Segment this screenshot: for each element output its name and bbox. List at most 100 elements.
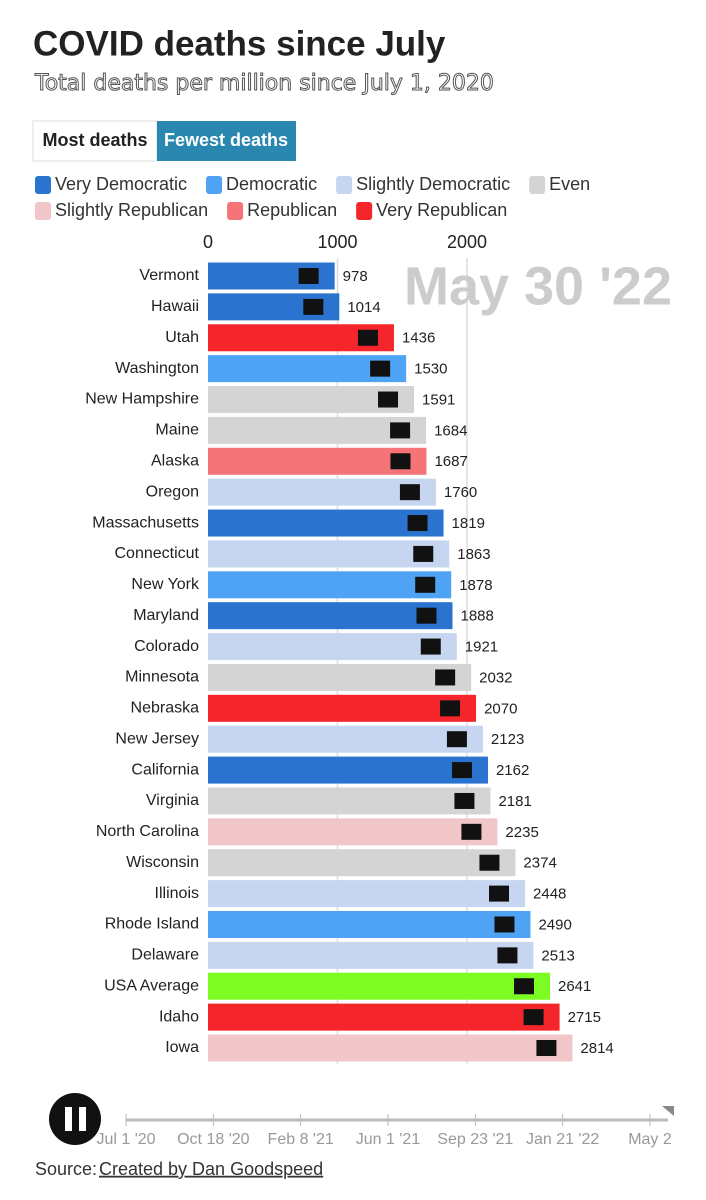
category-label: Alaska [151,452,199,469]
state-icon [415,576,436,593]
timeline-label: Jul 1 '20 [96,1131,155,1148]
x-tick-label: 2000 [447,232,487,252]
bar [208,972,551,1000]
bar [208,910,531,938]
state-icon [523,1009,544,1026]
category-label: Vermont [139,267,199,284]
value-label: 1591 [422,391,455,408]
bar [208,818,498,846]
category-label: New Jersey [115,730,199,747]
category-label: Massachusetts [92,514,199,531]
bar [208,633,457,661]
timeline-label: May 2 [628,1131,672,1148]
value-label: 2374 [523,855,556,872]
bar [208,1034,573,1062]
legend-label: Slightly Democratic [356,174,510,194]
bar [208,1003,560,1031]
value-label: 1819 [452,515,485,532]
button-label[interactable]: Most deaths [42,130,147,150]
value-label: 1921 [465,639,498,656]
timeline-label: Feb 8 '21 [268,1131,334,1148]
pause-icon[interactable] [65,1107,72,1131]
category-label: USA Average [104,977,199,994]
value-label: 2814 [580,1040,613,1057]
state-icon [514,978,535,995]
play-button[interactable] [49,1093,101,1145]
category-label: Illinois [155,885,199,902]
subtitle: Total deaths per million since July 1, 2… [34,71,494,96]
state-icon [489,885,510,902]
category-label: Maryland [133,607,199,624]
state-icon [370,360,391,377]
legend-swatch [227,202,244,220]
bar [208,571,452,599]
legend-swatch [529,176,546,194]
state-icon [399,484,420,501]
legend-swatch [356,202,373,220]
x-tick-label: 1000 [317,232,357,252]
button-label[interactable]: Fewest deaths [164,130,288,150]
category-label: New York [131,576,200,593]
state-icon [413,545,434,562]
category-label: Idaho [159,1008,199,1025]
bar [208,540,450,568]
value-label: 2641 [558,978,591,995]
value-label: 1878 [459,577,492,594]
legend-swatch [35,176,51,194]
bar [208,694,477,722]
bar [208,880,526,908]
timeline-label: Jun 1 '21 [356,1131,421,1148]
state-icon [420,638,441,655]
state-icon [416,607,437,624]
category-label: Utah [165,329,199,346]
bar [208,725,483,753]
state-icon [461,823,482,840]
category-label: Wisconsin [126,854,199,871]
timeline-label: Oct 18 '20 [177,1131,250,1148]
state-icon [298,268,319,284]
legend-swatch [35,202,51,220]
date-label: May 30 '22 [404,256,672,316]
source-link[interactable]: Created by Dan Goodspeed [99,1159,323,1179]
category-label: North Carolina [96,823,199,840]
value-label: 1888 [460,608,493,625]
value-label: 2448 [533,886,566,903]
value-label: 2235 [505,824,538,841]
value-label: 1863 [457,546,490,563]
category-label: Oregon [146,483,199,500]
value-label: 978 [343,268,368,285]
title: COVID deaths since July [33,24,446,63]
value-label: 1014 [347,299,380,316]
fewest-button[interactable] [157,121,296,161]
x-tick-label: 0 [203,232,213,252]
category-label: Iowa [165,1039,199,1056]
source-label: Source: [35,1159,97,1179]
bar [208,663,472,691]
category-label: Rhode Island [105,916,199,933]
state-icon [435,669,456,686]
legend-label: Even [549,174,590,194]
legend-label: Very Republican [376,200,507,220]
legend-label: Democratic [226,174,317,194]
category-label: Nebraska [131,700,200,717]
state-icon [446,731,467,748]
pause-icon[interactable] [79,1107,86,1131]
bar [208,787,491,815]
state-icon [451,762,472,779]
bar [208,849,516,877]
legend-label: Slightly Republican [55,200,208,220]
bar [208,416,427,444]
state-icon [479,854,500,871]
timeline-handle[interactable] [662,1106,674,1116]
value-label: 2715 [568,1009,601,1026]
most-button[interactable] [32,120,158,162]
value-label: 2513 [541,947,574,964]
category-label: Washington [115,360,199,377]
state-icon [494,916,515,933]
category-label: Virginia [146,792,199,809]
state-icon [407,515,428,532]
state-icon [390,422,411,439]
legend-swatch [336,176,353,194]
value-label: 2181 [498,793,531,810]
